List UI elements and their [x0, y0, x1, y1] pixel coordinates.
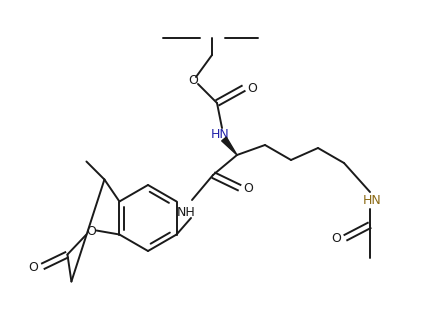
Text: O: O: [247, 82, 257, 94]
Text: O: O: [188, 74, 198, 86]
Text: O: O: [243, 182, 253, 194]
Text: O: O: [331, 233, 341, 246]
Text: NH: NH: [177, 206, 196, 218]
Text: O: O: [86, 225, 96, 238]
Text: HN: HN: [210, 128, 229, 142]
Polygon shape: [222, 137, 237, 155]
Text: O: O: [29, 261, 38, 274]
Text: HN: HN: [363, 194, 381, 208]
